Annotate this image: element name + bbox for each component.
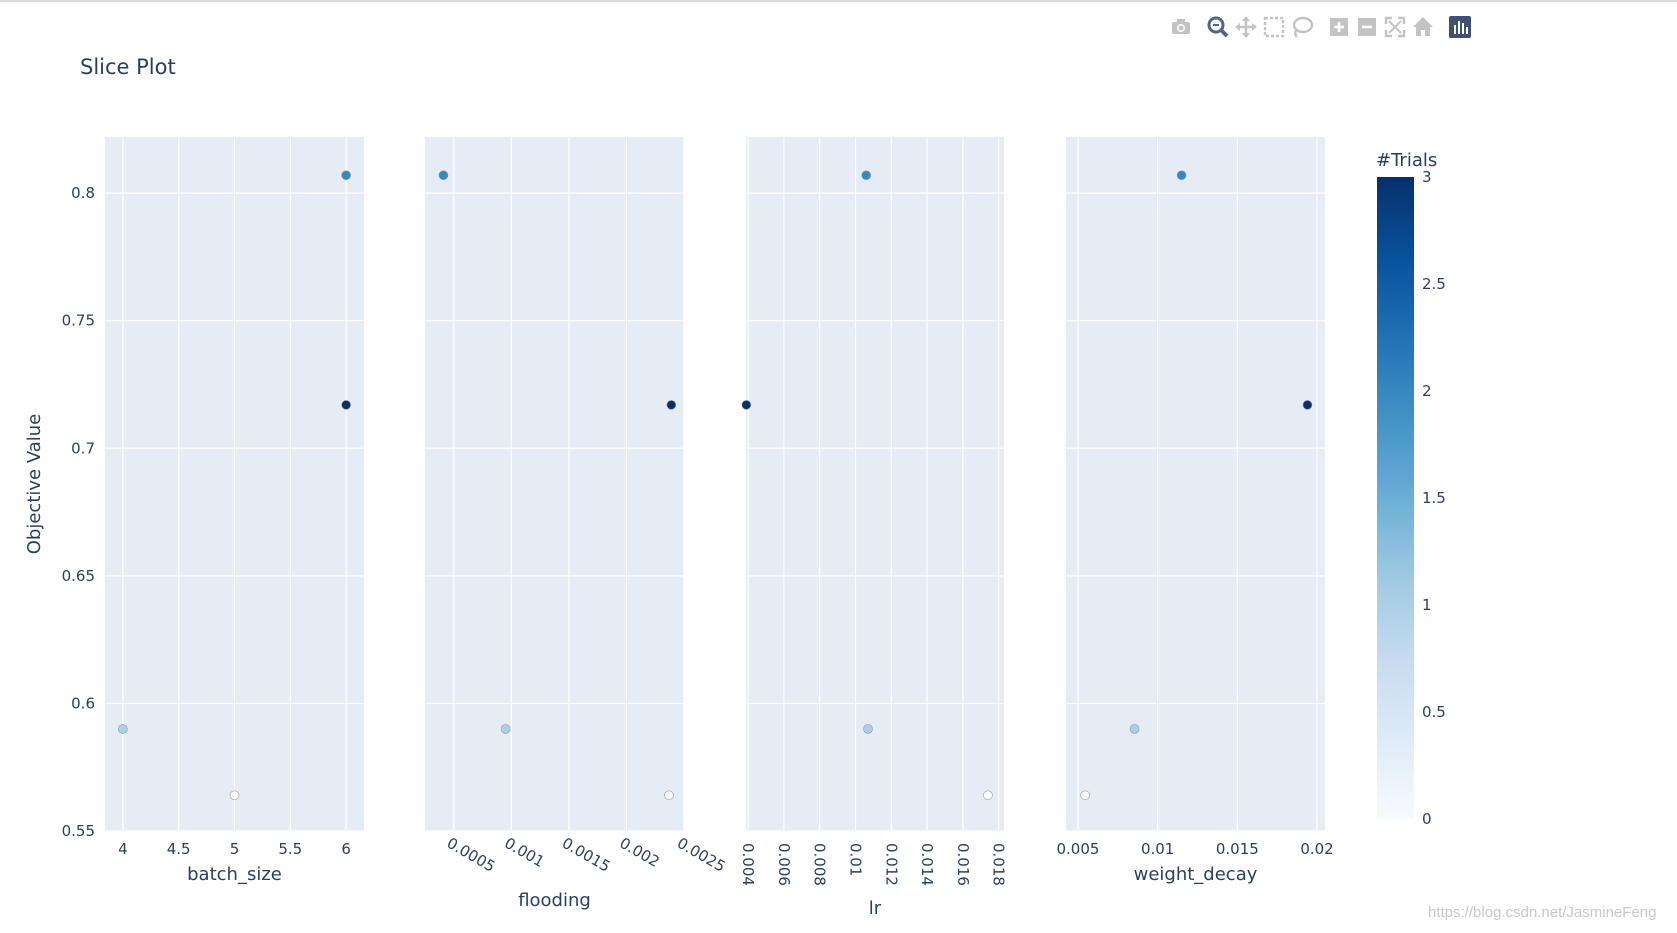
x-axis-title: weight_decay (1134, 864, 1258, 885)
x-tick-label: 0.0015 (559, 834, 613, 876)
x-tick-label: 4.5 (167, 840, 191, 858)
data-point (863, 724, 873, 734)
y-tick-label: 0.7 (71, 439, 95, 457)
y-tick-label: 0.55 (62, 822, 95, 840)
chart-title: Slice Plot (80, 55, 176, 79)
data-point (983, 790, 993, 801)
colorbar-tick-label: 0 (1422, 810, 1432, 828)
data-point (229, 790, 240, 801)
x-tick-label: 0.015 (1216, 840, 1259, 858)
reset-axes-icon[interactable] (1410, 14, 1436, 40)
box-select-icon[interactable] (1261, 14, 1287, 40)
subplot-background (1066, 137, 1325, 831)
pan-icon[interactable] (1233, 14, 1259, 40)
x-tick-label: 0.004 (739, 843, 757, 886)
autoscale-icon[interactable] (1382, 14, 1408, 40)
data-point (861, 170, 872, 181)
camera-icon[interactable] (1168, 14, 1194, 40)
data-point (664, 790, 674, 801)
colorbar-tick-label: 3 (1422, 168, 1432, 186)
data-point (1302, 400, 1313, 410)
colorbar-tick-label: 0.5 (1422, 703, 1446, 721)
x-axis-title: lr (869, 898, 882, 919)
x-tick-label: 0.014 (918, 843, 936, 886)
x-tick-label: 0.002 (616, 834, 662, 871)
x-tick-label: 0.001 (501, 834, 547, 871)
x-tick-label: 0.006 (775, 843, 793, 886)
x-tick-label: 0.005 (1056, 840, 1099, 858)
data-point (341, 170, 351, 181)
x-tick-label: 0.01 (1141, 840, 1174, 858)
x-tick-label: 5 (230, 840, 240, 858)
colorbar-tick-label: 2.5 (1422, 275, 1446, 293)
colorbar-tick-label: 2 (1422, 382, 1432, 400)
x-tick-label: 0.0025 (674, 834, 728, 876)
x-tick-label: 0.0005 (444, 834, 498, 876)
colorbar (1377, 177, 1414, 819)
y-axis-title: Objective Value (24, 414, 45, 555)
colorbar-tick-label: 1 (1422, 596, 1432, 614)
x-axis-title: batch_size (187, 864, 282, 885)
x-tick-label: 0.016 (954, 843, 972, 886)
subplot-background (746, 137, 1004, 831)
y-tick-label: 0.8 (71, 184, 95, 202)
zoom-in-icon[interactable] (1326, 14, 1352, 40)
subplot-background (425, 137, 684, 831)
data-point (1129, 724, 1140, 734)
colorbar-tick-label: 1.5 (1422, 489, 1446, 507)
data-point (341, 400, 351, 410)
zoom-icon[interactable] (1205, 14, 1231, 40)
x-tick-label: 0.02 (1300, 840, 1333, 858)
top-border (0, 0, 1677, 2)
data-point (438, 170, 449, 181)
data-point (118, 724, 128, 734)
data-point (1176, 170, 1187, 181)
x-tick-label: 5.5 (278, 840, 302, 858)
x-tick-label: 0.01 (846, 843, 864, 876)
lasso-select-icon[interactable] (1289, 14, 1315, 40)
x-tick-label: 0.012 (882, 843, 900, 886)
y-tick-label: 0.6 (71, 694, 95, 712)
data-point (500, 724, 511, 734)
data-point (666, 400, 677, 410)
x-tick-label: 4 (118, 840, 128, 858)
data-point (1080, 790, 1090, 801)
y-tick-label: 0.65 (62, 567, 95, 585)
data-point (741, 400, 752, 410)
x-tick-label: 0.008 (811, 843, 829, 886)
x-axis-title: flooding (518, 890, 591, 911)
plotly-logo-icon[interactable] (1447, 14, 1473, 40)
zoom-out-icon[interactable] (1354, 14, 1380, 40)
x-tick-label: 6 (341, 840, 351, 858)
x-tick-label: 0.018 (990, 843, 1008, 886)
watermark: https://blog.csdn.net/JasmineFeng (1428, 904, 1657, 921)
y-tick-label: 0.75 (62, 312, 95, 330)
colorbar-title: #Trials (1376, 150, 1437, 171)
